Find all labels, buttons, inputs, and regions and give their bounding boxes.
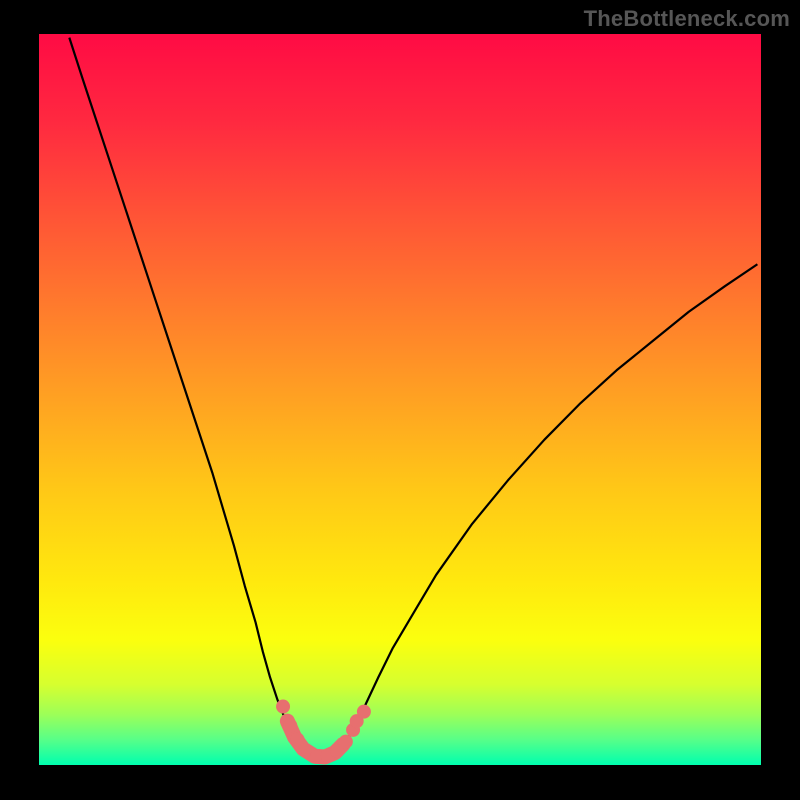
marker-dot (339, 735, 353, 749)
marker-dot (290, 732, 304, 746)
bottleneck-chart-svg (0, 0, 800, 800)
marker-dot (357, 705, 371, 719)
chart-stage: TheBottleneck.com (0, 0, 800, 800)
marker-dot (276, 700, 290, 714)
plot-background (39, 34, 761, 765)
marker-dot (283, 719, 297, 733)
